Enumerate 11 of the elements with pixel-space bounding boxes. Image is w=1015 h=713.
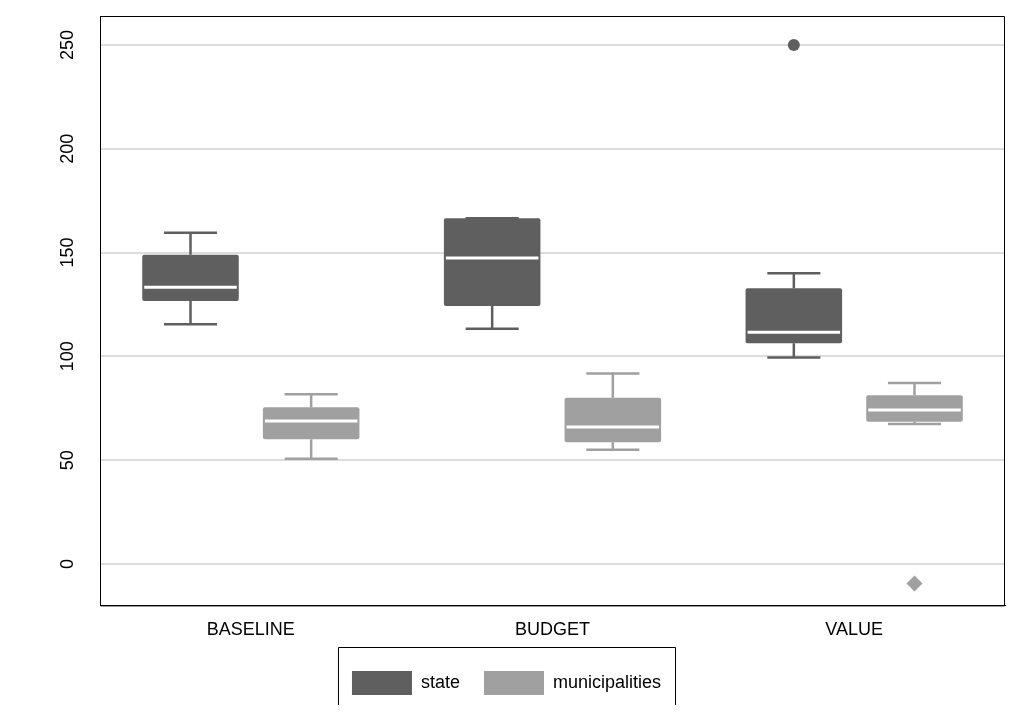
x-tick-label: BASELINE — [206, 619, 295, 640]
y-tick-label: 200 — [56, 133, 77, 164]
legend-label: municipalities — [552, 671, 662, 692]
y-tick-label: 50 — [56, 450, 77, 471]
y-tick-label: 250 — [56, 30, 77, 61]
x-tick-label: VALUE — [825, 619, 884, 640]
legend-label: state — [420, 671, 460, 692]
y-tick-label: 100 — [56, 341, 77, 372]
y-tick-label: 150 — [56, 237, 77, 268]
x-tick-label: BUDGET — [514, 619, 591, 640]
y-tick-label: 0 — [56, 558, 77, 569]
